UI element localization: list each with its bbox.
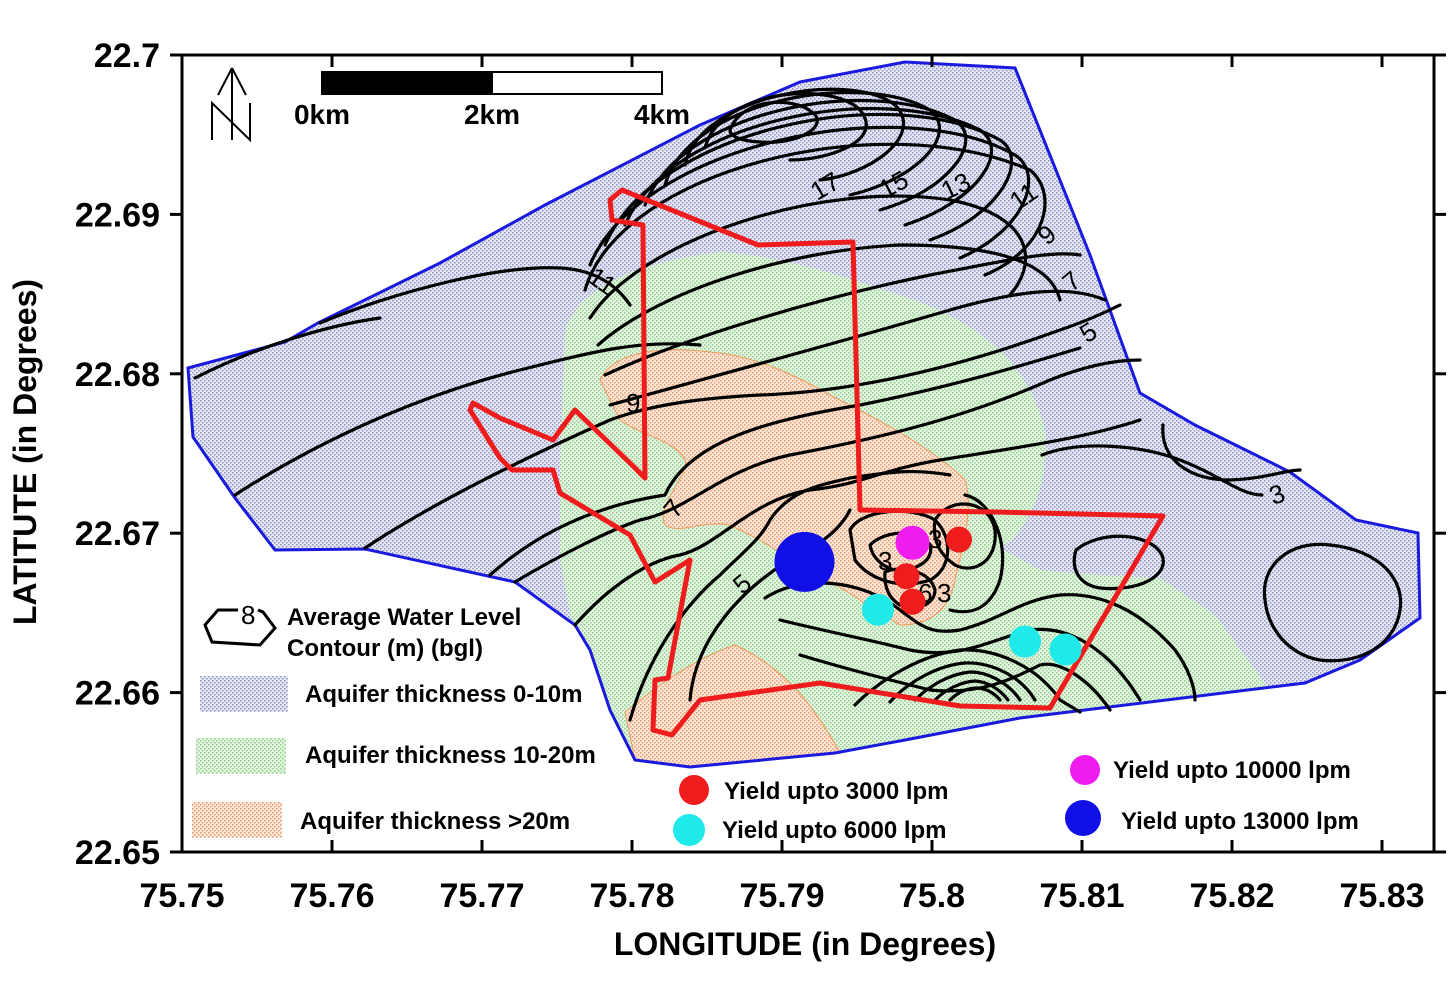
x-tick-label: 75.78: [589, 877, 674, 915]
x-tick-label: 75.83: [1339, 877, 1424, 915]
legend-yield-10000-icon: [1070, 755, 1100, 785]
contour-line: [608, 289, 1107, 407]
legend-yield-6000: Yield upto 6000 lpm: [722, 817, 947, 844]
contour-line: [643, 98, 968, 212]
x-tick-label: 75.76: [289, 877, 374, 915]
contour-line: [1072, 534, 1165, 591]
x-tick-label: 75.79: [739, 877, 824, 915]
red-outline-area: [467, 187, 1166, 738]
scale-label-4: 4km: [634, 99, 690, 130]
y-tick-label: 22.66: [75, 675, 160, 713]
contour-label: 3: [928, 524, 942, 554]
x-tick-label: 75.81: [1039, 877, 1124, 915]
x-tick-label: 75.8: [899, 877, 965, 915]
contour-line: [588, 194, 1028, 320]
aquifer-zone-gt20-south: [624, 644, 846, 767]
wells-layer: [774, 525, 1082, 666]
contour-line: [683, 87, 905, 182]
contour-line: [778, 618, 1142, 702]
legend-contour-line1: Average Water Level: [287, 604, 521, 631]
contour-line: [623, 107, 993, 227]
contour-line: [932, 502, 997, 570]
contour-line: [363, 303, 1122, 550]
study-area-boundary: [186, 60, 1422, 769]
well-marker-yield-13000: [774, 531, 835, 592]
y-tick-label: 22.69: [75, 196, 160, 234]
y-ticks: 22.7 22.69 22.68 22.67 22.66 22.65: [75, 37, 1446, 872]
legend-yield-3000: Yield upto 3000 lpm: [724, 778, 949, 805]
well-marker-yield-3000: [946, 526, 972, 553]
legend-aquifer-gt20: Aquifer thickness >20m: [300, 808, 570, 835]
legend-aquifer-0-10: Aquifer thickness 0-10m: [305, 681, 582, 708]
contour-line: [488, 346, 1082, 577]
x-tick-label: 75.75: [139, 877, 224, 915]
y-tick-label: 22.7: [94, 37, 160, 75]
x-axis-title: LONGITUDE (in Degrees): [614, 926, 996, 962]
contour-line: [888, 661, 1037, 704]
aquifer-zone-gt20-central: [599, 349, 969, 626]
contour-line: [688, 508, 852, 702]
legend-contour-line2: Contour (m) (bgl): [287, 635, 483, 662]
legend-aquifer-10-20: Aquifer thickness 10-20m: [305, 742, 596, 769]
legend-yield-6000-icon: [673, 814, 705, 846]
contour-line: [318, 266, 632, 325]
y-axis-title: LATITUTE (in Degrees): [7, 279, 43, 625]
aquifer-zones: [186, 60, 1422, 769]
contour-line: [596, 243, 1062, 347]
contour-line: [948, 686, 1002, 702]
x-tick-label: 75.82: [1189, 877, 1274, 915]
north-arrow-icon: [211, 67, 251, 143]
contour-line: [933, 679, 1010, 702]
legend: 8 Average Water Level Contour (m) (bgl) …: [192, 600, 1359, 846]
well-marker-yield-10000: [895, 525, 930, 560]
well-marker-yield-6000: [1049, 633, 1082, 666]
contour-legend-symbol: [203, 608, 277, 647]
contour-line: [583, 142, 1047, 292]
well-marker-yield-3000: [893, 563, 920, 590]
y-tick-label: 22.68: [75, 356, 160, 394]
contour-line: [1262, 542, 1403, 663]
contour-line: [588, 125, 1031, 267]
contour-label: 3: [937, 578, 951, 608]
legend-swatch-0-10: [200, 676, 288, 712]
contour-line: [913, 670, 1022, 702]
contour-legend-value: 8: [241, 600, 255, 630]
water-level-contours: [193, 87, 1403, 722]
x-ticks: 75.75 75.76 75.77 75.78 75.79 75.8 75.81 75.82 7…: [139, 55, 1425, 915]
contour-line: [853, 648, 1082, 714]
x-tick-label: 75.77: [439, 877, 524, 915]
plot-frame: 75.75 75.76 75.77 75.78 75.79 75.8 75.81 75.82 7…: [75, 37, 1446, 915]
well-marker-yield-6000: [862, 593, 894, 626]
contour-line: [663, 90, 942, 197]
contour-line: [1040, 444, 1264, 497]
legend-yield-13000: Yield upto 13000 lpm: [1121, 808, 1359, 835]
scale-bar: 0km 2km 4km: [294, 71, 690, 130]
legend-yield-10000: Yield upto 10000 lpm: [1113, 757, 1351, 784]
well-marker-yield-6000: [1009, 625, 1041, 658]
legend-swatch-10-20: [196, 738, 286, 774]
legend-yield-13000-icon: [1065, 800, 1101, 836]
contour-line: [233, 342, 702, 497]
scale-label-2: 2km: [464, 99, 520, 130]
contour-line: [948, 493, 1005, 614]
contour-line: [763, 581, 1197, 702]
y-tick-label: 22.67: [75, 515, 160, 553]
contour-line: [193, 316, 382, 380]
well-marker-yield-3000: [899, 588, 926, 615]
scale-label-0: 0km: [294, 99, 350, 130]
contour-label: 3: [878, 546, 892, 576]
contour-line: [603, 252, 1082, 377]
y-tick-label: 22.65: [75, 834, 160, 872]
contour-line: [1161, 423, 1302, 482]
legend-yield-3000-icon: [679, 775, 709, 805]
contour-line: [513, 358, 1142, 584]
legend-swatch-gt20: [192, 802, 282, 838]
contour-line: [603, 112, 1014, 247]
contour-label: 9: [626, 388, 640, 418]
